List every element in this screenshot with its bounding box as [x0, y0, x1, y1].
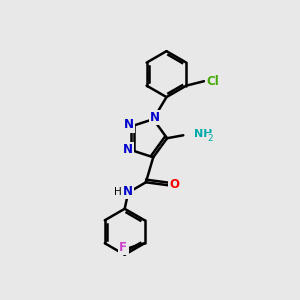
Text: O: O [169, 178, 179, 191]
Text: N: N [150, 111, 160, 124]
Text: NH: NH [194, 129, 212, 139]
Text: H: H [114, 187, 122, 197]
Text: F: F [119, 241, 128, 254]
Text: 2: 2 [207, 134, 213, 143]
Text: N: N [123, 143, 133, 157]
Text: N: N [124, 118, 134, 131]
Text: N: N [123, 185, 133, 198]
Text: Cl: Cl [206, 75, 219, 88]
